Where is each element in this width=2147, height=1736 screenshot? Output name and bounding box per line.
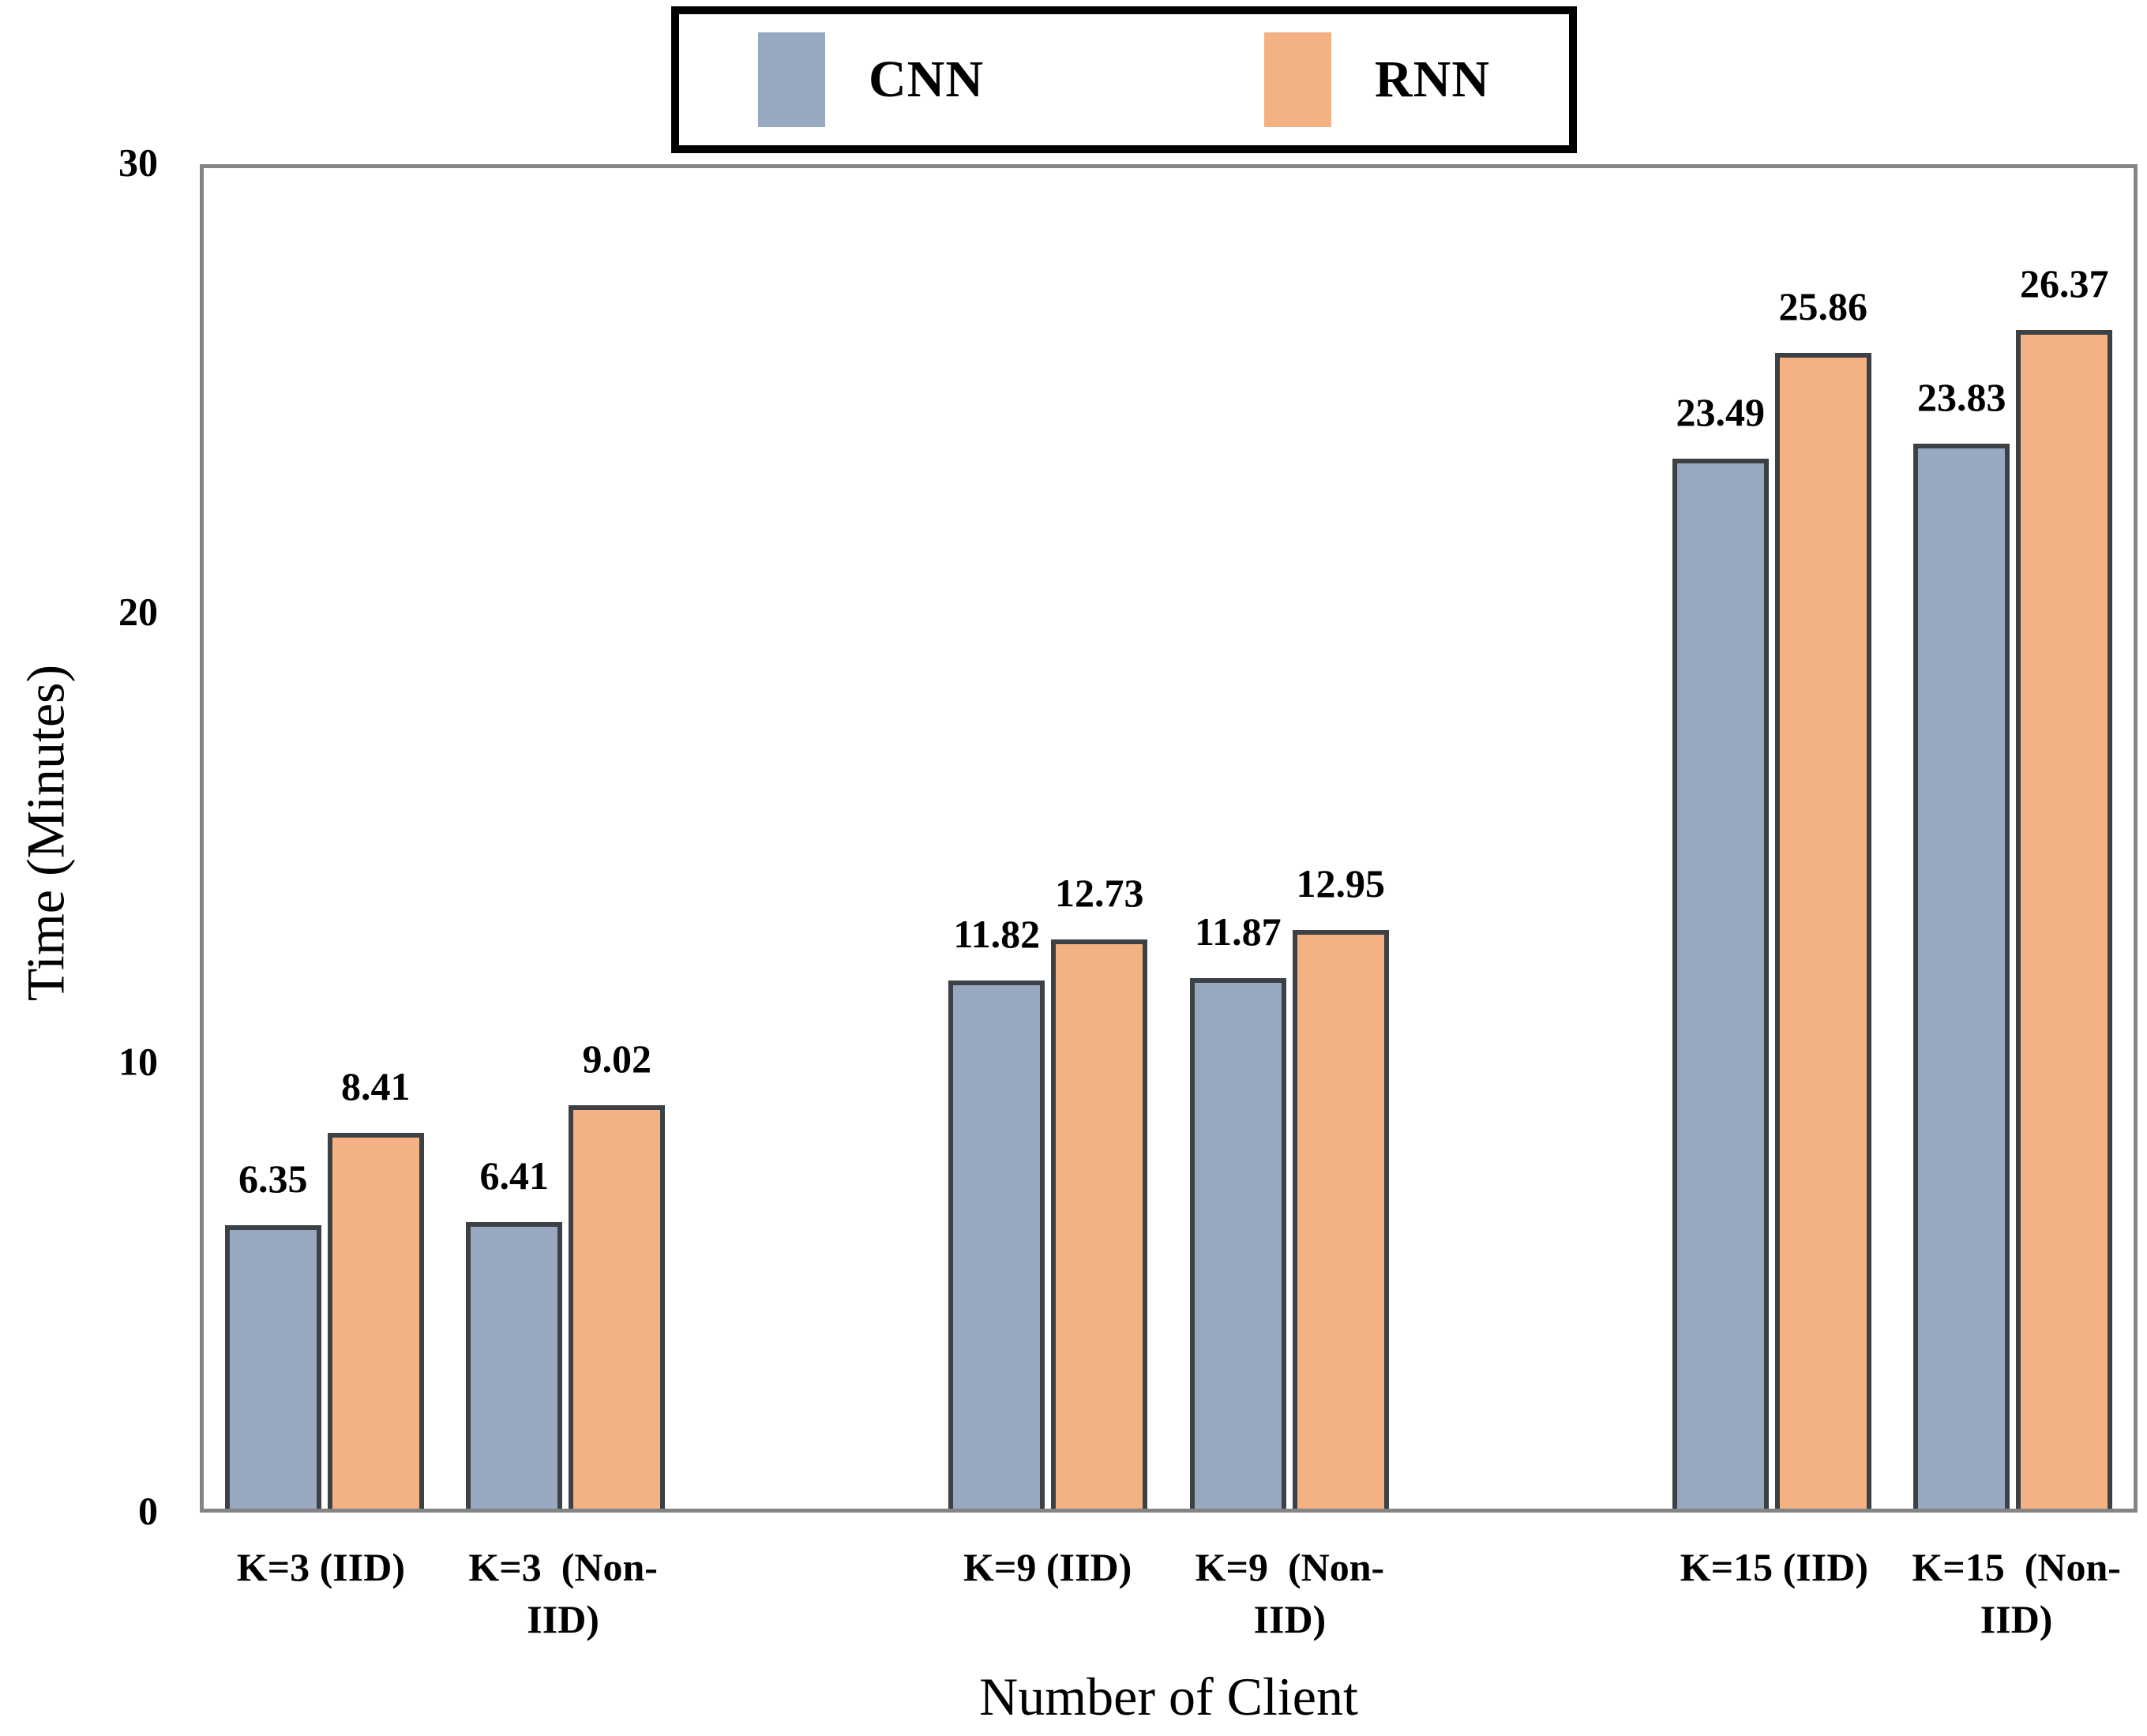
- category-slot-k-9-non-iid: 11.87 12.95: [1169, 168, 1410, 1509]
- bar-value-label-cnn-k-3-iid: 6.35: [238, 1156, 308, 1201]
- bar-unit-cnn-k-15-non-iid: 23.83: [1913, 168, 2010, 1509]
- bar-unit-cnn-k-15-iid: 23.49: [1672, 168, 1769, 1509]
- bar-unit-cnn-k-9-non-iid: 11.87: [1189, 168, 1286, 1509]
- bar-unit-rnn-k-9-iid: 12.73: [1051, 168, 1148, 1509]
- bar-cnn-k-15-iid: [1672, 459, 1769, 1509]
- bar-cnn-k-15-non-iid: [1913, 444, 2010, 1509]
- x-axis-title: Number of Client: [979, 1667, 1358, 1727]
- category-slot-k-15-non-iid: 23.83 26.37: [1893, 168, 2134, 1509]
- bar-value-label-rnn-k-3-iid: 8.41: [341, 1064, 411, 1108]
- category-slot-k-3-non-iid: 6.41 9.02: [445, 168, 687, 1509]
- bar-value-label-cnn-k-15-iid: 23.49: [1676, 390, 1766, 435]
- spacer-slot: [686, 168, 928, 1509]
- bar-rnn-k-15-iid: [1774, 353, 1871, 1509]
- bar-rnn-k-3-non-iid: [569, 1105, 666, 1509]
- bar-value-label-rnn-k-15-non-iid: 26.37: [2020, 261, 2109, 306]
- x-tick-label-k-15-iid: K=15 (IID): [1680, 1545, 1868, 1589]
- bar-value-label-rnn-k-15-iid: 25.86: [1778, 284, 1868, 329]
- bar-unit-rnn-k-3-iid: 8.41: [327, 168, 424, 1509]
- x-tick-spacer: [1411, 1541, 1653, 1645]
- bar-unit-rnn-k-15-iid: 25.86: [1774, 168, 1871, 1509]
- bar-value-label-cnn-k-15-non-iid: 23.83: [1917, 375, 2006, 420]
- legend-label-rnn: RNN: [1375, 51, 1490, 108]
- bar-rnn-k-15-non-iid: [2016, 330, 2113, 1509]
- bar-slots: 6.35 8.41 6.41 9.02 11.82 12.73 11.87 12.95 23.4…: [204, 168, 2134, 1509]
- x-tick-label-k-9-iid: K=9 (IID): [963, 1545, 1132, 1589]
- bar-rnn-k-3-iid: [327, 1133, 424, 1509]
- legend-item-rnn: RNN: [1264, 32, 1490, 127]
- rnn-color-swatch: [1264, 32, 1331, 127]
- bar-value-label-cnn-k-9-iid: 11.82: [953, 912, 1041, 956]
- bar-unit-cnn-k-3-non-iid: 6.41: [466, 168, 563, 1509]
- x-tick-spacer: [685, 1541, 927, 1645]
- bar-unit-rnn-k-15-non-iid: 26.37: [2016, 168, 2113, 1509]
- bar-unit-rnn-k-9-non-iid: 12.95: [1292, 168, 1389, 1509]
- plot-area: 6.35 8.41 6.41 9.02 11.82 12.73 11.87 12.95 23.4…: [200, 164, 2138, 1513]
- bar-value-label-rnn-k-9-non-iid: 12.95: [1296, 861, 1386, 906]
- category-slot-k-15-iid: 23.49 25.86: [1651, 168, 1893, 1509]
- cnn-color-swatch: [758, 32, 825, 127]
- legend: CNN RNN: [671, 6, 1577, 153]
- x-axis-tick-labels: K=3 (IID) K=3 (Non- IID) K=9 (IID) K=9 (Non…: [200, 1541, 2138, 1645]
- bar-rnn-k-9-non-iid: [1292, 930, 1389, 1509]
- bar-cnn-k-3-non-iid: [466, 1222, 563, 1509]
- bar-cnn-k-3-iid: [224, 1224, 321, 1509]
- bar-rnn-k-9-iid: [1051, 939, 1148, 1509]
- category-slot-k-9-iid: 11.82 12.73: [928, 168, 1169, 1509]
- x-tick-label-k-3-iid: K=3 (IID): [236, 1545, 405, 1589]
- x-tick-label-k-3-non-iid: K=3 (Non- IID): [468, 1545, 658, 1641]
- y-axis-title: Time (Minutes): [15, 664, 76, 1002]
- legend-label-cnn: CNN: [869, 51, 984, 108]
- y-tick-0: 0: [138, 1488, 158, 1533]
- y-tick-20: 20: [118, 590, 158, 635]
- category-slot-k-3-iid: 6.35 8.41: [204, 168, 445, 1509]
- bar-cnn-k-9-iid: [948, 980, 1045, 1509]
- x-tick-label-k-15-non-iid: K=15 (Non- IID): [1912, 1545, 2121, 1641]
- bar-value-label-rnn-k-9-iid: 12.73: [1055, 871, 1144, 916]
- bar-unit-cnn-k-3-iid: 6.35: [224, 168, 321, 1509]
- bar-value-label-cnn-k-9-non-iid: 11.87: [1194, 909, 1282, 954]
- y-tick-30: 30: [118, 140, 158, 185]
- bar-cnn-k-9-non-iid: [1189, 978, 1286, 1509]
- bar-unit-rnn-k-3-non-iid: 9.02: [569, 168, 666, 1509]
- y-tick-10: 10: [118, 1039, 158, 1084]
- legend-item-cnn: CNN: [758, 32, 984, 127]
- bar-unit-cnn-k-9-iid: 11.82: [948, 168, 1045, 1509]
- spacer-slot: [1410, 168, 1652, 1509]
- bar-value-label-rnn-k-3-non-iid: 9.02: [582, 1037, 652, 1082]
- bar-value-label-cnn-k-3-non-iid: 6.41: [479, 1153, 550, 1198]
- x-tick-label-k-9-non-iid: K=9 (Non- IID): [1195, 1545, 1385, 1641]
